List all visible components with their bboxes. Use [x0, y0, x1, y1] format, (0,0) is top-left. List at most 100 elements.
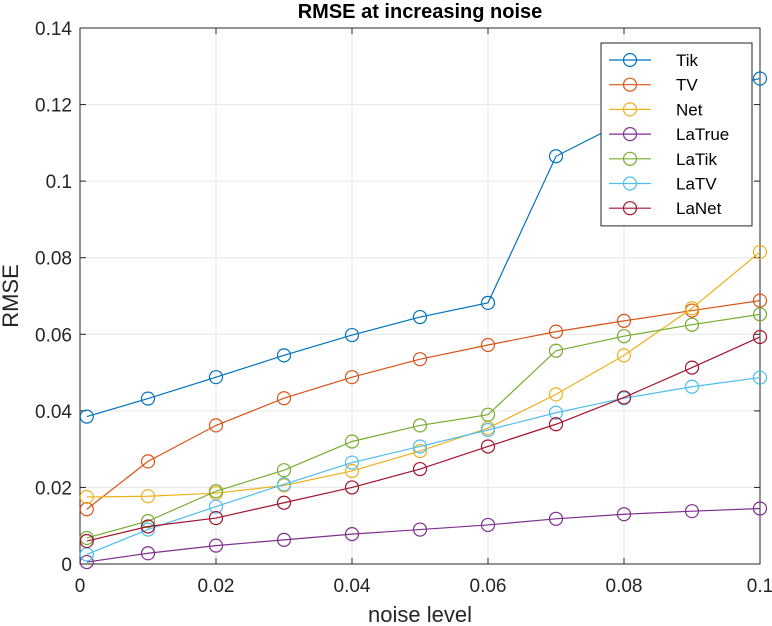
- x-tick-label: 0.02: [198, 576, 235, 597]
- x-axis-label: noise level: [368, 602, 472, 626]
- series-line: [86, 376, 761, 555]
- legend-label: Tik: [676, 51, 699, 70]
- series-latik: [79, 307, 768, 546]
- x-tick-label: 0.06: [470, 576, 507, 597]
- legend-item: LaTrue: [609, 125, 729, 144]
- data-point: [208, 370, 224, 385]
- data-point: [344, 370, 360, 385]
- data-point: [208, 484, 224, 499]
- data-point: [140, 546, 156, 561]
- legend-marker: [622, 176, 638, 191]
- series-line: [86, 507, 761, 563]
- data-point: [684, 301, 700, 316]
- data-point: [79, 502, 94, 517]
- data-point: [412, 522, 428, 537]
- series-latrue: [79, 501, 768, 570]
- series-line: [86, 336, 761, 542]
- data-point: [548, 511, 564, 526]
- data-point: [412, 461, 428, 477]
- data-point: [548, 417, 564, 432]
- legend-item: LaTik: [609, 150, 717, 169]
- legend: Tik TV Net LaTrue LaTik LaTV LaNet: [600, 42, 753, 227]
- data-point: [616, 348, 632, 363]
- x-tick-label: 0.08: [606, 576, 643, 597]
- data-point: [79, 533, 94, 549]
- data-point: [412, 352, 428, 367]
- series-latv: [79, 370, 768, 562]
- data-point: [752, 293, 768, 308]
- data-point: [616, 390, 632, 405]
- data-point: [208, 499, 224, 514]
- data-point: [344, 527, 360, 542]
- data-point: [752, 501, 768, 516]
- data-point: [208, 510, 224, 526]
- legend-label: LaTrue: [676, 125, 729, 144]
- data-point: [140, 391, 156, 406]
- data-point: [684, 504, 700, 519]
- data-point: [412, 439, 428, 454]
- data-point: [140, 522, 156, 537]
- data-point: [548, 149, 564, 164]
- data-point: [344, 480, 360, 495]
- data-point: [548, 405, 564, 420]
- series-line: [86, 251, 761, 498]
- y-tick-label: 0.04: [35, 402, 72, 423]
- data-point: [480, 295, 496, 310]
- legend-label: TV: [676, 76, 698, 95]
- legend-marker: [622, 102, 638, 117]
- data-point: [276, 495, 292, 510]
- legend-marker: [622, 127, 638, 142]
- series-lanet: [79, 329, 768, 549]
- data-point: [412, 443, 428, 459]
- y-tick-label: 0.12: [35, 96, 72, 117]
- series-line: [86, 300, 761, 510]
- y-tick-label: 0.06: [35, 325, 72, 346]
- x-tick-label: 0: [75, 576, 86, 597]
- data-point: [616, 329, 632, 344]
- data-point: [344, 463, 360, 479]
- data-point: [140, 514, 156, 529]
- legend-label: LaTV: [676, 175, 717, 194]
- data-point: [480, 439, 496, 454]
- data-point: [276, 463, 292, 478]
- legend-marker: [622, 201, 638, 216]
- data-point: [276, 391, 292, 406]
- legend-item: LaTV: [609, 175, 717, 194]
- legend-marker: [622, 151, 638, 166]
- data-point: [79, 489, 94, 505]
- data-point: [752, 307, 768, 322]
- legend-item: Net: [609, 100, 703, 119]
- data-point: [208, 418, 224, 433]
- data-point: [412, 309, 428, 325]
- data-point: [140, 489, 156, 504]
- data-point: [616, 313, 632, 328]
- data-point: [140, 454, 156, 469]
- data-point: [276, 477, 292, 492]
- y-tick-label: 0.1: [46, 172, 72, 193]
- data-point: [79, 530, 94, 546]
- data-point: [344, 455, 360, 470]
- legend-marker: [622, 52, 638, 68]
- legend-item: Tik: [609, 51, 699, 70]
- data-point: [208, 538, 224, 553]
- data-point: [276, 532, 292, 547]
- data-point: [276, 348, 292, 363]
- x-tick-label: 0.1: [747, 576, 772, 597]
- y-tick-label: 0.08: [35, 249, 72, 270]
- data-point: [548, 324, 564, 339]
- legend-label: LaNet: [676, 199, 722, 218]
- data-point: [412, 418, 428, 433]
- series-group: [79, 71, 768, 570]
- x-axis-ticks: 0 0.02 0.04 0.06 0.08 0.1: [75, 28, 772, 597]
- axes-box: [79, 27, 761, 565]
- legend-item: LaNet: [609, 199, 722, 218]
- data-point: [480, 422, 496, 438]
- y-axis-label: RMSE: [0, 264, 23, 328]
- y-axis-ticks: 0 0.02 0.04 0.06 0.08 0.1 0.12 0.14: [35, 19, 760, 576]
- data-point: [684, 317, 700, 332]
- chart-title: RMSE at increasing noise: [298, 1, 543, 23]
- y-tick-label: 0: [61, 555, 72, 576]
- legend-label: Net: [676, 100, 703, 119]
- data-point: [684, 379, 700, 394]
